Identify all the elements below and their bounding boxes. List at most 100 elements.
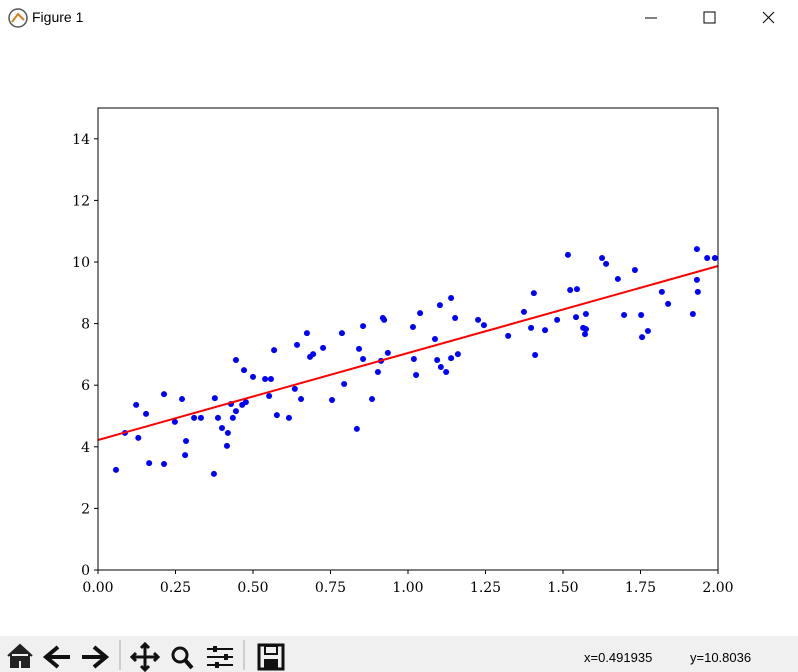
data-point	[573, 314, 580, 321]
data-point	[182, 452, 189, 459]
data-point	[542, 327, 549, 334]
data-point	[554, 316, 561, 323]
maximize-button[interactable]	[703, 11, 716, 24]
data-point	[219, 425, 225, 432]
data-point	[291, 385, 298, 392]
data-point	[381, 316, 388, 323]
data-point	[448, 355, 455, 362]
data-point	[271, 347, 278, 354]
data-point	[298, 396, 305, 403]
close-button[interactable]	[762, 11, 775, 24]
data-point	[171, 418, 178, 425]
data-point	[338, 330, 345, 337]
data-point	[356, 345, 363, 352]
data-point	[532, 352, 539, 359]
data-point	[262, 376, 269, 383]
data-point	[564, 251, 571, 258]
data-point	[329, 396, 336, 403]
back-button[interactable]	[42, 645, 70, 669]
x-tick-label: 0.50	[237, 580, 268, 596]
data-point	[621, 311, 628, 318]
configure-button[interactable]	[207, 648, 233, 666]
data-point	[232, 408, 239, 415]
data-point	[693, 246, 700, 253]
data-point	[341, 380, 348, 387]
data-point	[520, 308, 527, 315]
data-point	[179, 396, 186, 403]
data-point	[133, 401, 140, 408]
data-point	[146, 460, 153, 467]
data-point	[229, 414, 236, 421]
data-point	[505, 332, 512, 339]
x-tick-label: 0.75	[315, 580, 346, 596]
status-y: y=10.8036	[690, 650, 752, 665]
data-point	[211, 395, 218, 402]
data-point	[374, 368, 381, 375]
data-point	[689, 311, 696, 318]
data-point	[161, 461, 168, 468]
data-point	[210, 470, 217, 477]
y-tick-label: 14	[72, 132, 90, 148]
x-tick-label: 1.50	[547, 580, 578, 596]
data-point	[711, 254, 718, 261]
data-point	[436, 302, 443, 309]
data-point	[191, 414, 198, 421]
title-bar: Figure 1	[0, 0, 798, 36]
data-point	[214, 414, 221, 421]
zoom-button[interactable]	[171, 646, 189, 664]
data-point	[285, 414, 292, 421]
data-point	[454, 351, 461, 358]
data-point	[183, 437, 190, 444]
x-tick-label: 0.25	[160, 580, 191, 596]
data-point	[266, 392, 273, 399]
status-x: x=0.491935	[584, 650, 653, 665]
data-point	[267, 376, 274, 383]
data-point	[567, 287, 574, 294]
data-point	[638, 311, 645, 318]
data-point	[693, 276, 700, 283]
data-point	[197, 414, 204, 421]
y-tick-label: 2	[81, 501, 90, 517]
data-point	[360, 356, 367, 363]
data-point	[644, 327, 651, 334]
data-point	[384, 349, 391, 356]
y-tick-label: 0	[81, 563, 90, 579]
data-point	[582, 326, 589, 333]
data-point	[631, 267, 638, 274]
data-point	[528, 324, 535, 331]
axes-frame	[97, 107, 719, 571]
data-point	[112, 466, 119, 473]
pan-button[interactable]	[129, 641, 161, 672]
data-point	[360, 323, 367, 330]
data-point	[658, 288, 665, 295]
data-point	[434, 356, 441, 363]
data-point	[614, 275, 621, 282]
forward-button[interactable]	[82, 645, 110, 669]
data-point	[582, 331, 589, 338]
data-point	[232, 356, 239, 363]
home-button[interactable]	[7, 643, 33, 668]
x-tick-label: 2.00	[702, 580, 733, 596]
data-point	[639, 334, 646, 341]
data-point	[530, 290, 537, 297]
data-point	[694, 288, 701, 295]
data-point	[353, 425, 360, 432]
window-title: Figure 1	[32, 9, 84, 25]
data-point	[242, 399, 249, 406]
y-tick-label: 6	[81, 378, 90, 394]
x-tick-label: 1.25	[470, 580, 501, 596]
x-tick-label: 1.00	[392, 580, 423, 596]
data-point	[603, 260, 610, 267]
data-point	[452, 315, 459, 322]
data-point	[573, 286, 580, 293]
toolbar-buttons[interactable]	[0, 636, 300, 672]
y-tick-label: 4	[81, 440, 90, 456]
data-point	[475, 316, 482, 323]
data-point	[320, 344, 327, 351]
x-tick-label: 0.00	[82, 580, 113, 596]
toolbar	[0, 636, 798, 672]
window-controls[interactable]	[630, 0, 790, 36]
data-point	[161, 391, 168, 398]
chart: 0 2 4 6 8 10 12 14 0.00 0.25 0.50 0.75 1.00 1.25 1.50 1…	[72, 107, 734, 596]
data-point	[448, 295, 455, 302]
